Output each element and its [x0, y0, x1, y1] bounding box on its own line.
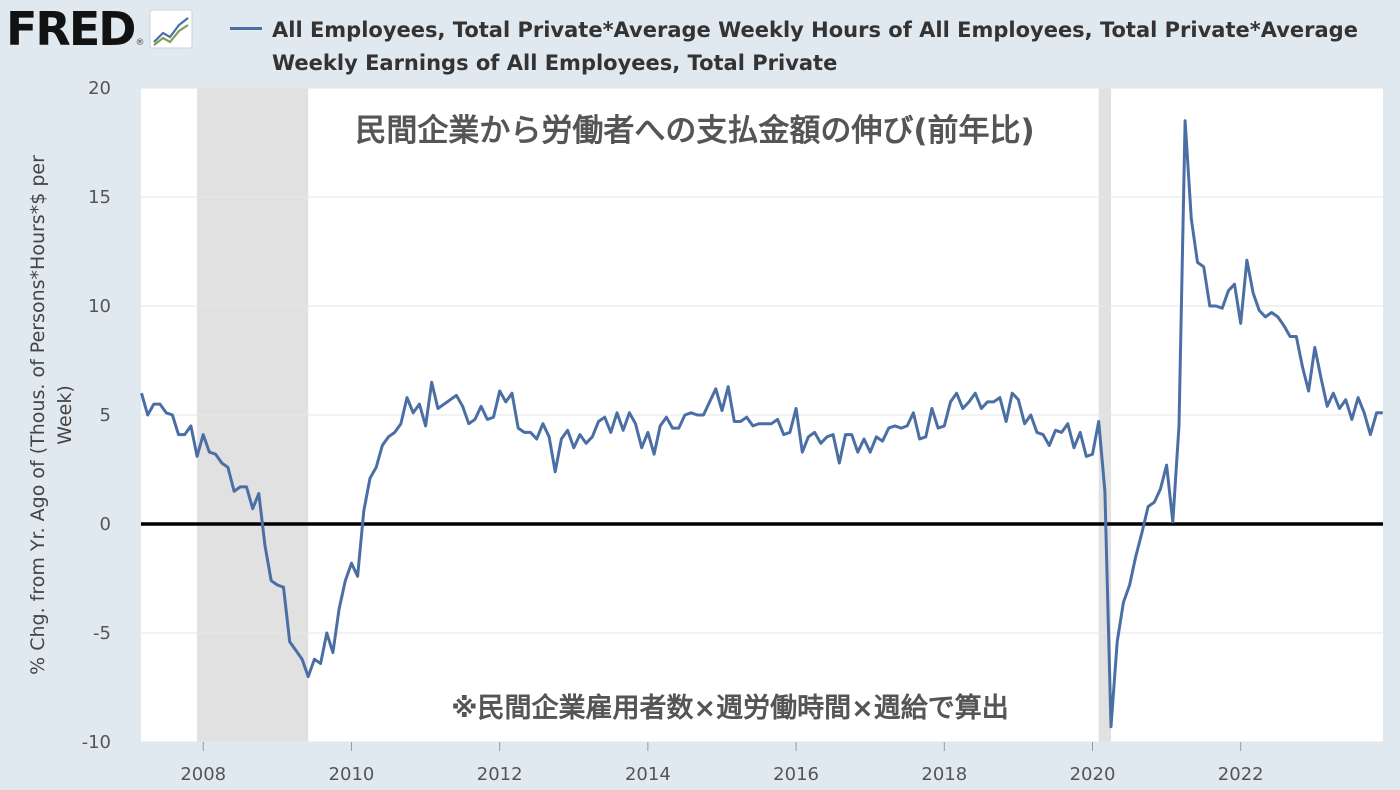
line-chart-icon — [149, 9, 193, 49]
x-axis-ticks: 2008 2010 2012 2014 2016 2018 2020 2022 — [180, 742, 1264, 785]
y-axis-label-line: % Chg. from Yr. Ago of (Thous. of Person… — [27, 155, 49, 675]
fred-logo-text: FRED — [6, 2, 136, 56]
y-tick-label: 10 — [88, 296, 111, 317]
x-tick-label: 2012 — [477, 764, 523, 785]
y-axis-ticks: -10 -5 0 5 10 15 20 — [82, 78, 111, 753]
x-tick-label: 2016 — [773, 764, 819, 785]
chart-legend: All Employees, Total Private*Average Wee… — [230, 14, 1395, 80]
registered-mark: ® — [135, 38, 145, 48]
gridlines — [141, 87, 1383, 743]
x-tick-label: 2020 — [1070, 764, 1116, 785]
x-tick-label: 2018 — [921, 764, 967, 785]
x-tick-label: 2010 — [329, 764, 375, 785]
chart-note: ※民間企業雇用者数×週労働時間×週給で算出 — [451, 692, 1009, 724]
y-tick-label: -5 — [93, 623, 111, 644]
y-tick-label: 15 — [88, 187, 111, 208]
series-layer — [140, 119, 1383, 729]
y-axis-label-line: Week) — [54, 385, 76, 444]
fred-logo[interactable]: FRED ® — [6, 4, 193, 54]
y-tick-label: 0 — [100, 514, 111, 535]
x-tick-label: 2022 — [1218, 764, 1264, 785]
y-tick-label: 20 — [88, 78, 111, 99]
chart-header: FRED ® All Employees, Total Private*Aver… — [0, 0, 1400, 84]
y-tick-label: 5 — [100, 405, 111, 426]
legend-series-label: All Employees, Total Private*Average Wee… — [272, 18, 1358, 75]
chart-title: 民間企業から労働者への支払金額の伸び(前年比) — [355, 113, 1034, 149]
legend-swatch — [230, 27, 262, 30]
y-axis-label: % Chg. from Yr. Ago of (Thous. of Person… — [27, 155, 76, 675]
series-line-0 — [140, 119, 1383, 729]
y-tick-label: -10 — [82, 732, 111, 753]
x-tick-label: 2014 — [625, 764, 671, 785]
x-tick-label: 2008 — [180, 764, 226, 785]
